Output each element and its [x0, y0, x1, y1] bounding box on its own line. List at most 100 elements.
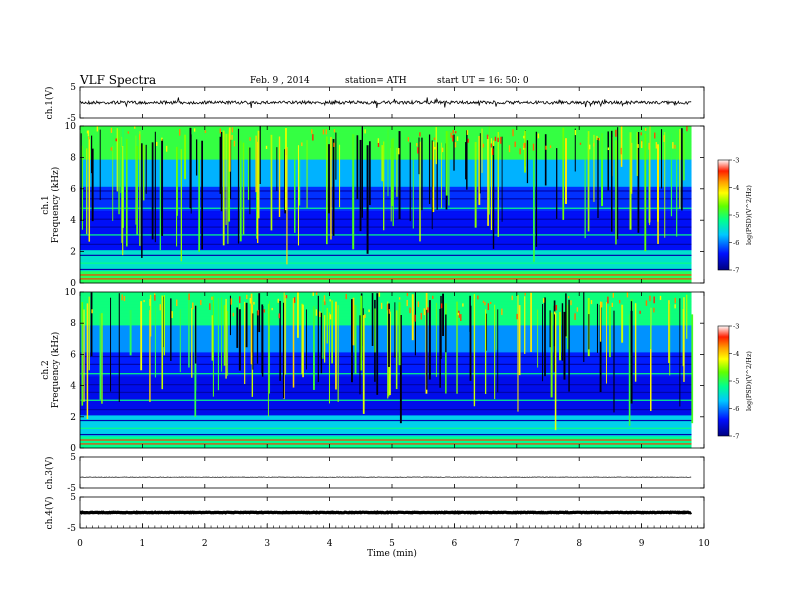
high-psd-speckle [590, 300, 593, 305]
spectral-band [80, 135, 692, 139]
sferic-streak [286, 147, 288, 265]
spectral-band [80, 310, 692, 314]
sferic-streak [257, 130, 260, 219]
sferic-streak [387, 301, 389, 399]
xtick-label: 4 [327, 539, 333, 549]
high-psd-speckle [423, 308, 426, 316]
xtick-label: 9 [639, 539, 645, 549]
high-psd-speckle [607, 147, 610, 151]
high-psd-speckle [265, 145, 268, 149]
spectral-band [80, 165, 692, 169]
sferic-streak [88, 296, 90, 371]
high-psd-speckle [345, 293, 347, 300]
spectral-band [80, 334, 692, 338]
high-psd-speckle [450, 132, 452, 138]
spectral-band [80, 222, 692, 227]
sferic-streak [412, 146, 414, 229]
sferic-streak [561, 303, 564, 361]
spectral-band [80, 252, 692, 257]
sferic-streak [542, 303, 544, 382]
sferic-streak [239, 140, 242, 242]
sferic-streak [91, 135, 93, 174]
sferic-streak [292, 298, 295, 388]
sferic-streak [469, 295, 471, 332]
high-psd-speckle [532, 143, 535, 151]
sferic-streak [387, 128, 389, 197]
high-psd-speckle [467, 138, 469, 143]
sferic-streak [211, 315, 214, 361]
spectral-band [80, 412, 692, 416]
high-psd-speckle [511, 295, 513, 301]
sferic-streak [488, 126, 490, 215]
colorbar-tick-label: -3 [733, 323, 739, 331]
sferic-streak [588, 314, 590, 350]
spectral-band [80, 319, 692, 323]
high-psd-speckle [231, 134, 233, 140]
start-time-label: start UT = 16: 50: 0 [437, 76, 529, 86]
sferic-streak [145, 144, 147, 194]
spectral-band [80, 328, 692, 332]
sferic-streak [163, 295, 165, 356]
sferic-streak [328, 312, 330, 404]
high-psd-speckle [417, 147, 419, 154]
high-psd-speckle [441, 147, 444, 153]
spectral-band [80, 231, 692, 236]
high-psd-speckle [200, 300, 202, 306]
sferic-streak [396, 147, 398, 197]
high-psd-speckle [519, 148, 521, 155]
high-psd-speckle [407, 137, 410, 142]
sferic-streak [414, 292, 416, 356]
sferic-streak [431, 140, 433, 230]
sferic-streak [116, 128, 118, 192]
sferic-streak [670, 133, 673, 217]
sferic-streak [615, 140, 617, 245]
spectral-band [80, 258, 692, 263]
sferic-streak [154, 306, 156, 378]
sferic-streak [369, 141, 371, 206]
sferic-streak [269, 300, 271, 394]
high-psd-speckle [333, 142, 335, 147]
spectral-band [80, 138, 692, 142]
sferic-streak [332, 139, 335, 236]
high-psd-speckle [649, 295, 651, 302]
sferic-streak [607, 131, 609, 191]
sferic-streak [636, 132, 638, 177]
ytick-label: 6 [70, 185, 76, 195]
sferic-streak [194, 312, 197, 418]
sferic-streak [189, 127, 192, 209]
high-psd-speckle [567, 296, 570, 299]
narrowband-line [80, 262, 692, 264]
sferic-streak [664, 132, 666, 238]
high-psd-speckle [312, 292, 314, 296]
colorbar-tick-label: -6 [733, 239, 739, 247]
sferic-streak [442, 293, 445, 337]
spectral-band [80, 273, 692, 278]
high-psd-speckle [324, 301, 326, 306]
high-psd-speckle [440, 303, 443, 309]
sferic-streak [212, 295, 214, 397]
ch1-frequency-ylabel: Frequency (kHz) [50, 167, 61, 244]
ch2-spectrogram-panel: ch.2 Frequency (kHz) 0 2 4 6 8 10 [41, 288, 705, 454]
high-psd-speckle [542, 298, 545, 303]
spectral-band [80, 270, 692, 275]
spectral-band [80, 216, 692, 220]
high-psd-speckle [378, 292, 381, 297]
sferic-streak [613, 310, 615, 413]
sferic-streak [110, 297, 112, 392]
sferic-streak [621, 304, 624, 343]
spectral-band [80, 430, 692, 434]
sferic-streak [484, 309, 487, 394]
high-psd-speckle [570, 300, 572, 306]
sferic-streak [669, 303, 671, 376]
spectral-band [80, 304, 692, 308]
sferic-streak [524, 296, 526, 354]
narrowband-line [80, 439, 692, 441]
high-psd-speckle [433, 137, 436, 140]
sferic-streak [125, 138, 128, 247]
sferic-streak [238, 309, 241, 371]
sferic-streak [389, 311, 391, 396]
spectral-band [80, 313, 692, 317]
high-psd-speckle [192, 302, 194, 310]
spectral-band [80, 400, 692, 404]
ch1-voltage-ylabel: ch.1(V) [44, 87, 55, 120]
